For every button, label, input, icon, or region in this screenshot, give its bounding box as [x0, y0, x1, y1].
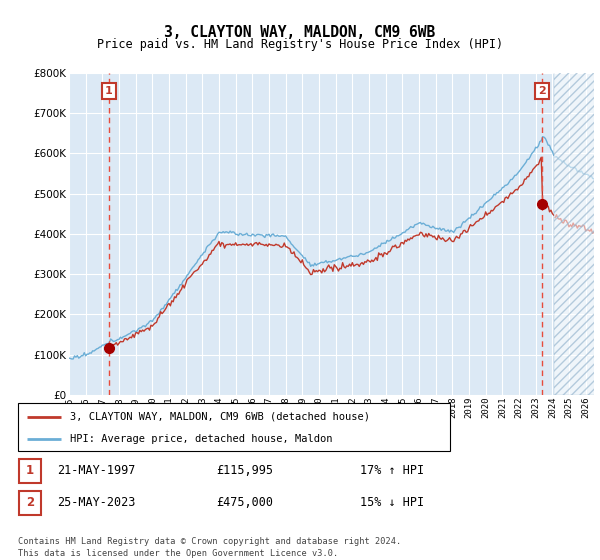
Text: 1: 1 — [26, 464, 34, 478]
FancyBboxPatch shape — [19, 459, 41, 483]
Text: HPI: Average price, detached house, Maldon: HPI: Average price, detached house, Mald… — [70, 434, 332, 444]
Text: 17% ↑ HPI: 17% ↑ HPI — [360, 464, 424, 478]
FancyBboxPatch shape — [19, 491, 41, 515]
Text: 15% ↓ HPI: 15% ↓ HPI — [360, 496, 424, 510]
Text: 3, CLAYTON WAY, MALDON, CM9 6WB (detached house): 3, CLAYTON WAY, MALDON, CM9 6WB (detache… — [70, 412, 370, 422]
Text: 2: 2 — [538, 86, 546, 96]
Text: 21-MAY-1997: 21-MAY-1997 — [57, 464, 136, 478]
Text: 1: 1 — [105, 86, 113, 96]
Text: 25-MAY-2023: 25-MAY-2023 — [57, 496, 136, 510]
Text: Contains HM Land Registry data © Crown copyright and database right 2024.
This d: Contains HM Land Registry data © Crown c… — [18, 537, 401, 558]
Text: £475,000: £475,000 — [216, 496, 273, 510]
Text: Price paid vs. HM Land Registry's House Price Index (HPI): Price paid vs. HM Land Registry's House … — [97, 38, 503, 52]
FancyBboxPatch shape — [18, 403, 450, 451]
Text: £115,995: £115,995 — [216, 464, 273, 478]
Text: 3, CLAYTON WAY, MALDON, CM9 6WB: 3, CLAYTON WAY, MALDON, CM9 6WB — [164, 25, 436, 40]
Text: 2: 2 — [26, 496, 34, 510]
